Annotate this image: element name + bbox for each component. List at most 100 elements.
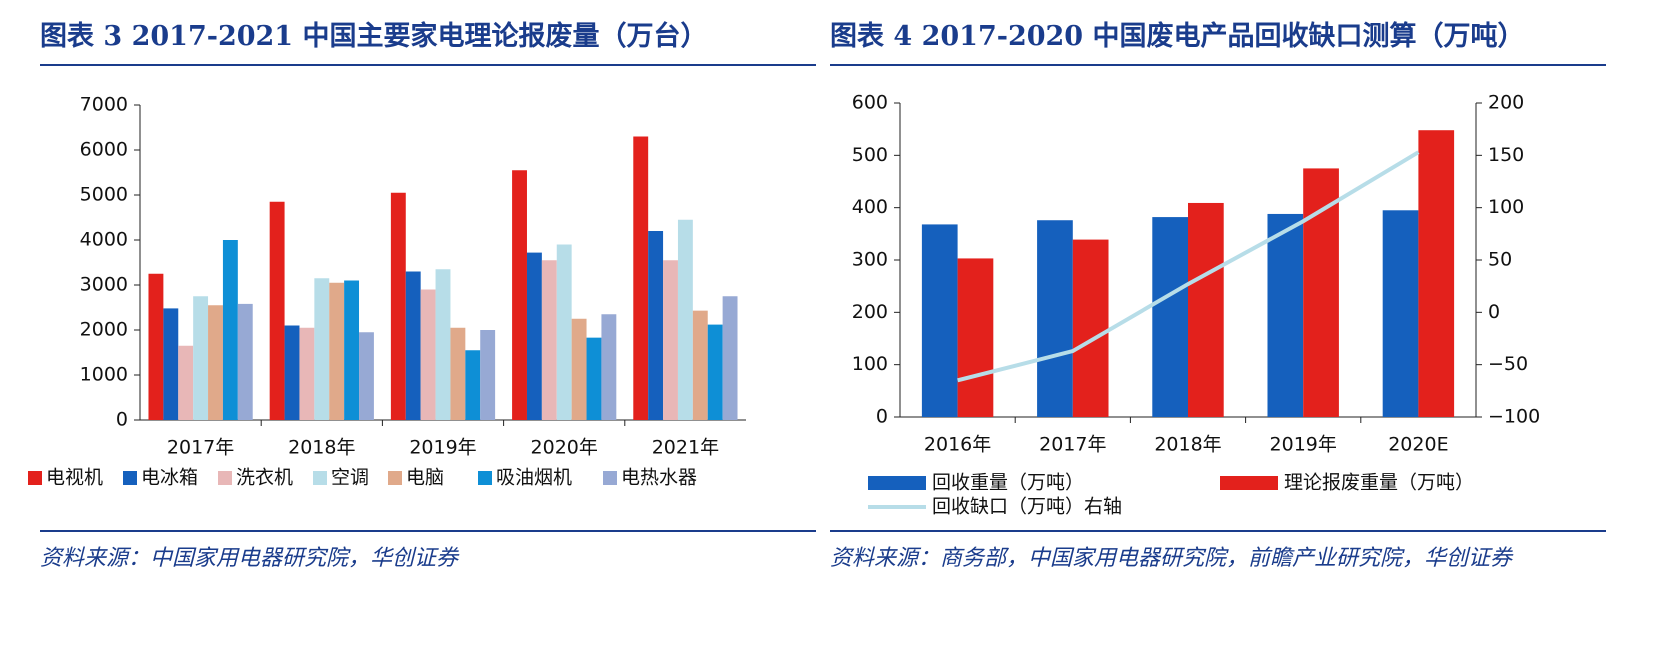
y2-tick-label: 0 bbox=[1488, 301, 1500, 323]
rule bbox=[40, 64, 816, 66]
y2-tick-label: −100 bbox=[1488, 406, 1540, 428]
x-tick-label: 2017年 bbox=[167, 437, 234, 459]
rule bbox=[830, 64, 1606, 66]
bar bbox=[163, 308, 179, 420]
bar bbox=[601, 314, 617, 420]
bar bbox=[512, 170, 527, 420]
y-tick-label: 5000 bbox=[80, 184, 128, 206]
bar bbox=[465, 350, 481, 420]
bar bbox=[269, 201, 285, 420]
bar bbox=[390, 192, 406, 420]
bar bbox=[556, 244, 572, 420]
legend-swatch bbox=[1220, 476, 1278, 490]
bar bbox=[633, 136, 649, 420]
legend-swatch bbox=[218, 471, 232, 485]
x-tick-label: 2019年 bbox=[1270, 434, 1337, 456]
legend-label: 电冰箱 bbox=[141, 467, 198, 489]
bar bbox=[663, 260, 678, 420]
chart-title: 图表 3 2017-2021 中国主要家电理论报废量（万台） bbox=[40, 21, 708, 52]
bar bbox=[420, 289, 436, 420]
source: 资料来源：中国家用电器研究院，华创证券 bbox=[40, 546, 459, 571]
chart: 0 1000 2000 3000 4000 5000 6000 7000 2017年 2018年 2… bbox=[28, 94, 746, 489]
bar bbox=[1152, 217, 1188, 417]
chart-title: 图表 4 2017-2020 中国废电产品回收缺口测算（万吨） bbox=[830, 21, 1525, 52]
bar bbox=[526, 252, 542, 420]
legend-swatch bbox=[603, 471, 617, 485]
source: 资料来源：商务部，中国家用电器研究院，前瞻产业研究院，华创证券 bbox=[830, 546, 1513, 571]
y-tick-label: 200 bbox=[852, 301, 888, 323]
legend-label: 吸油烟机 bbox=[496, 467, 572, 489]
legend-swatch bbox=[868, 476, 926, 490]
bar bbox=[648, 231, 664, 420]
bar bbox=[677, 219, 693, 420]
y2-tick-label: 150 bbox=[1488, 144, 1524, 166]
y-tick-label: 400 bbox=[852, 196, 888, 218]
y2-tick-label: −50 bbox=[1488, 353, 1528, 375]
bar bbox=[1037, 220, 1073, 417]
bar bbox=[921, 224, 958, 417]
bar bbox=[707, 324, 723, 420]
legend-label: 电热水器 bbox=[621, 467, 697, 489]
bar bbox=[208, 305, 223, 420]
bar bbox=[1303, 168, 1339, 417]
bar bbox=[692, 310, 708, 420]
legend-label: 电脑 bbox=[406, 467, 444, 489]
bar bbox=[1382, 210, 1419, 417]
y-tick-label: 300 bbox=[852, 249, 888, 271]
rule bbox=[830, 530, 1606, 532]
panel: 图表 3 2017-2021 中国主要家电理论报废量（万台） 0 1000 2000… bbox=[28, 0, 848, 662]
x-tick-label: 2020E bbox=[1388, 434, 1448, 456]
x-tick-label: 2018年 bbox=[288, 437, 355, 459]
bar bbox=[314, 278, 330, 420]
x-tick-label: 2020年 bbox=[531, 437, 598, 459]
y-tick-label: 6000 bbox=[80, 139, 128, 161]
legend-swatch bbox=[123, 471, 137, 485]
bar bbox=[405, 271, 421, 420]
legend-label: 空调 bbox=[331, 467, 369, 489]
line bbox=[957, 150, 1420, 383]
panel: 图表 4 2017-2020 中国废电产品回收缺口测算（万吨） 0 100 200 3… bbox=[818, 0, 1638, 662]
bar bbox=[299, 327, 315, 420]
bar bbox=[222, 240, 238, 420]
bar bbox=[1267, 213, 1304, 417]
legend-label: 回收重量（万吨） bbox=[932, 472, 1084, 494]
rule bbox=[40, 530, 816, 532]
y-tick-label: 7000 bbox=[80, 94, 128, 116]
y-tick-label: 100 bbox=[852, 353, 888, 375]
bar bbox=[284, 325, 300, 420]
bar bbox=[237, 303, 253, 420]
chart: 0 100 200 300 400 500 600 −100 −50 0 50 100 150 200 20… bbox=[852, 92, 1540, 518]
x-tick-label: 2017年 bbox=[1039, 434, 1106, 456]
bar bbox=[722, 296, 738, 420]
y-tick-label: 500 bbox=[852, 144, 888, 166]
bar bbox=[480, 330, 496, 420]
y-tick-label: 4000 bbox=[80, 229, 128, 251]
bar bbox=[450, 327, 466, 420]
x-tick-label: 2021年 bbox=[652, 437, 719, 459]
legend-swatch bbox=[388, 471, 402, 485]
bar bbox=[957, 258, 994, 417]
bar bbox=[193, 296, 209, 420]
y-tick-label: 0 bbox=[876, 406, 888, 428]
legend-swatch bbox=[313, 471, 327, 485]
y-tick-label: 600 bbox=[852, 92, 888, 114]
bar bbox=[344, 280, 360, 420]
legend-label: 电视机 bbox=[46, 467, 103, 489]
y2-tick-label: 50 bbox=[1488, 249, 1512, 271]
bar bbox=[541, 260, 557, 420]
y-tick-label: 1000 bbox=[80, 364, 128, 386]
y-tick-label: 2000 bbox=[80, 319, 128, 341]
bar bbox=[359, 332, 374, 420]
bar bbox=[1418, 130, 1455, 418]
legend-swatch bbox=[478, 471, 492, 485]
bar bbox=[178, 345, 194, 420]
bar bbox=[586, 337, 602, 420]
y2-tick-label: 200 bbox=[1488, 92, 1524, 114]
x-tick-label: 2019年 bbox=[409, 437, 476, 459]
y2-tick-label: 100 bbox=[1488, 196, 1524, 218]
legend-swatch bbox=[28, 471, 42, 485]
bar bbox=[148, 273, 164, 420]
bar bbox=[435, 269, 451, 420]
legend-label: 洗衣机 bbox=[236, 467, 293, 489]
